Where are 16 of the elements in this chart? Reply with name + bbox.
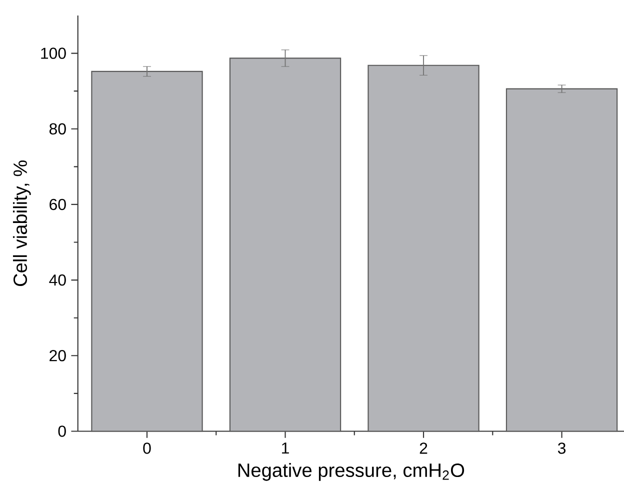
x-tick-label: 2 — [420, 442, 428, 454]
bar — [229, 58, 342, 432]
bar — [91, 70, 203, 432]
y-tick-label: 0 — [58, 426, 66, 437]
bar — [506, 88, 618, 432]
bar — [368, 64, 480, 432]
x-axis-title: Negative pressure, cmH$_{2}$O — [238, 463, 464, 481]
y-tick-label: 60 — [50, 198, 66, 210]
y-tick-label: 100 — [41, 48, 66, 60]
x-tick-label: 1 — [282, 442, 289, 454]
x-tick-label: 0 — [143, 442, 151, 454]
y-axis-title: Cell viability, % — [12, 160, 31, 286]
y-tick-label: 40 — [49, 274, 66, 286]
y-tick-label: 80 — [49, 123, 66, 135]
x-tick-label: 3 — [558, 442, 566, 454]
y-tick-label: 20 — [50, 350, 66, 362]
